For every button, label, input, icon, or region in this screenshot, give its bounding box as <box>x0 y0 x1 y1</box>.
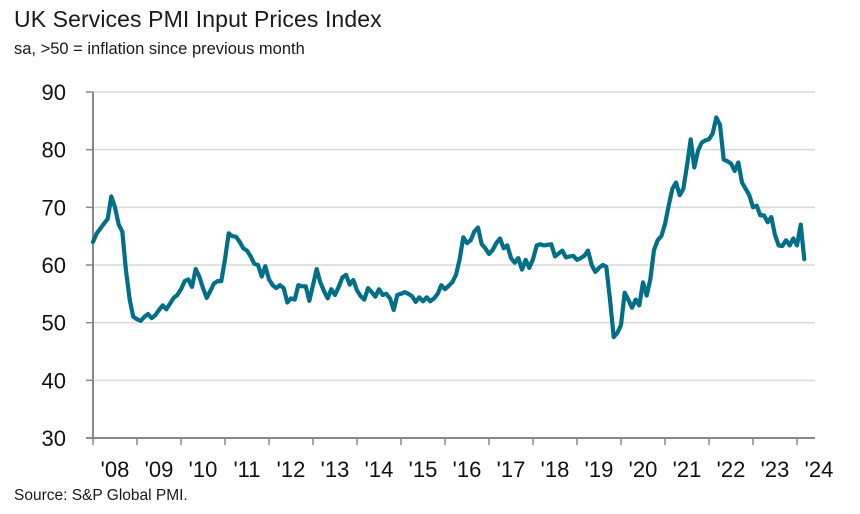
x-tick-label: '16 <box>453 457 482 482</box>
x-tick-label: '11 <box>233 457 260 482</box>
x-tick-label: '17 <box>497 457 526 482</box>
x-tick-label: '09 <box>145 457 174 482</box>
y-tick-label: 40 <box>42 368 66 393</box>
axes <box>86 91 815 445</box>
x-tick-label: '10 <box>189 457 218 482</box>
y-tick-label: 60 <box>42 253 66 278</box>
y-tick-label: 80 <box>42 138 66 163</box>
y-tick-label: 70 <box>42 195 66 220</box>
x-tick-label: '19 <box>585 457 614 482</box>
y-axis-ticks: 30 40 50 60 70 80 90 <box>42 80 66 451</box>
x-tick-label: '22 <box>717 457 746 482</box>
x-tick-label: '15 <box>409 457 438 482</box>
series-line-0 <box>90 115 807 340</box>
y-tick-label: 30 <box>42 426 66 451</box>
x-tick-label: '21 <box>673 457 702 482</box>
x-tick-label: '18 <box>541 457 570 482</box>
x-tick-label: '14 <box>365 457 394 482</box>
y-tick-label: 50 <box>42 311 66 336</box>
x-axis-ticks: '08 '09 '10 '11 '12 '13 '14 '15 '16 '17 '18 '19 '20 '… <box>101 457 834 482</box>
chart-title: UK Services PMI Input Prices Index <box>14 6 382 32</box>
x-tick-label: '08 <box>101 457 130 482</box>
series-group <box>90 115 807 340</box>
source-note: Source: S&P Global PMI. <box>14 487 188 504</box>
x-tick-label: '20 <box>629 457 658 482</box>
x-tick-label: '23 <box>761 457 790 482</box>
y-tick-label: 90 <box>42 80 66 105</box>
gridlines <box>93 91 815 382</box>
x-tick-label: '13 <box>321 457 350 482</box>
x-tick-label: '24 <box>805 457 834 482</box>
chart-subtitle: sa, >50 = inflation since previous month <box>14 40 305 58</box>
x-tick-label: '12 <box>277 457 306 482</box>
